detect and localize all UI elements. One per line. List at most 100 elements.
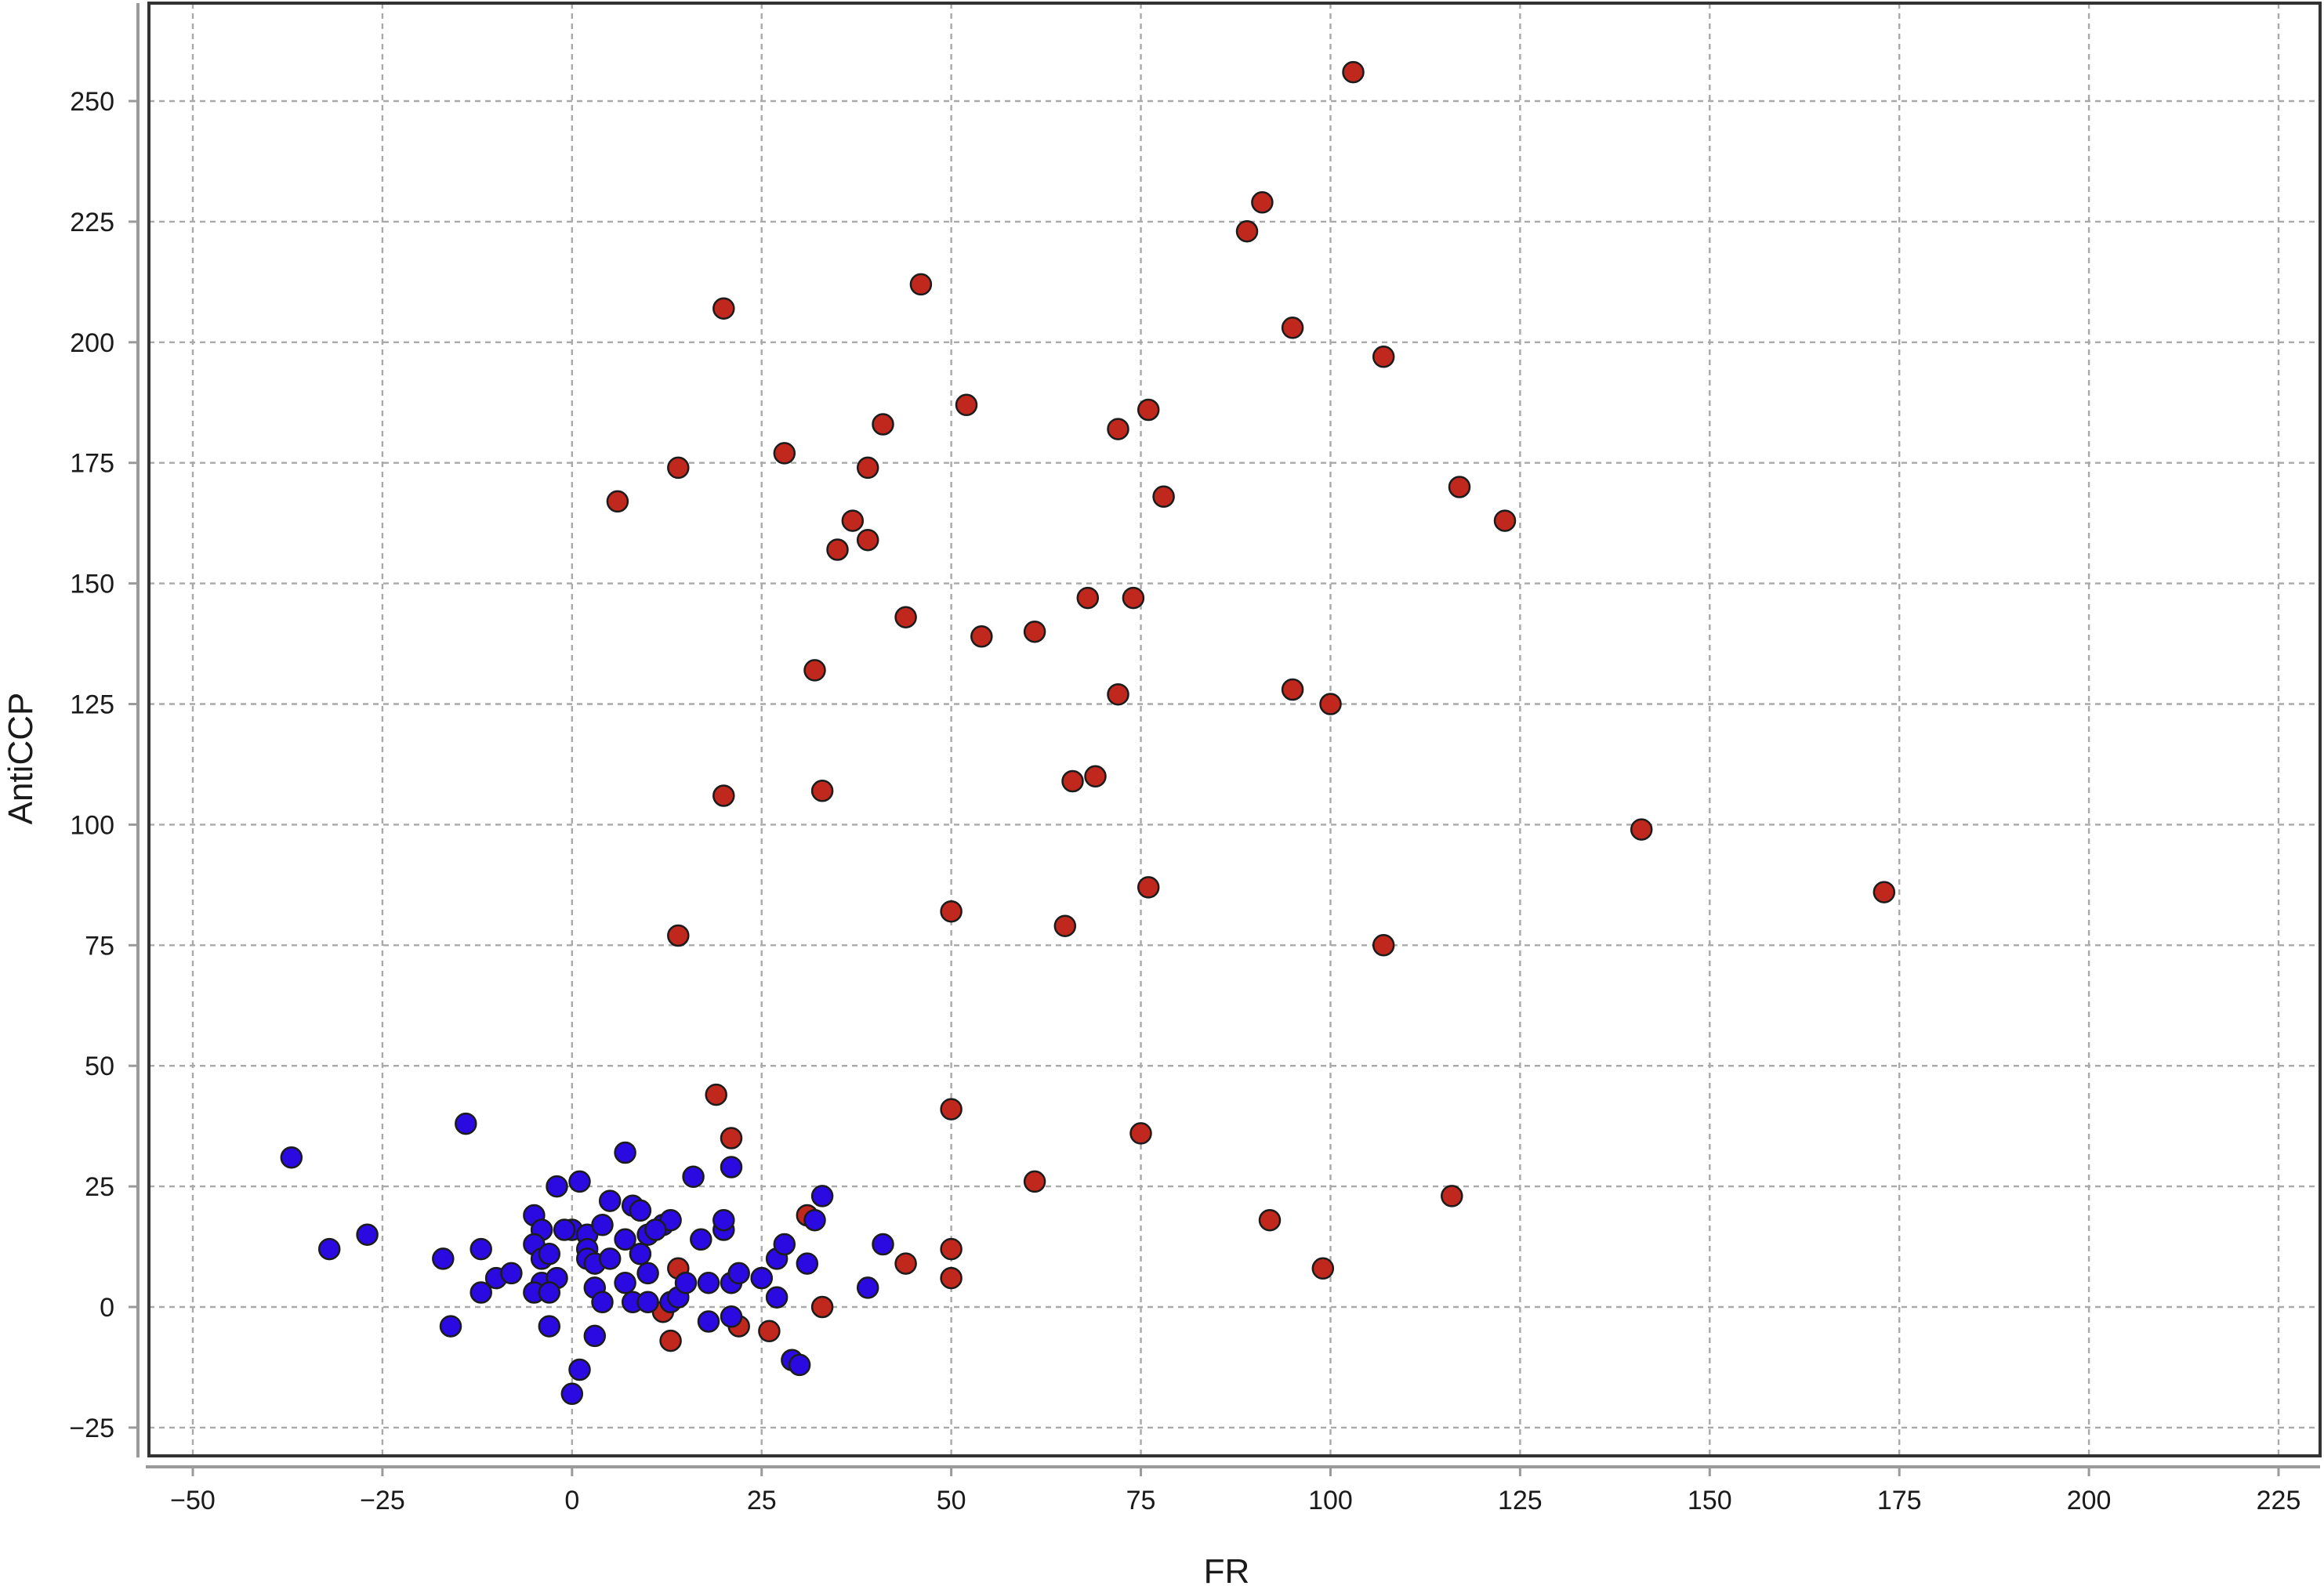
data-point: [765, 1286, 789, 1309]
data-point: [940, 1237, 963, 1261]
y-tick-label: 50: [85, 1052, 114, 1081]
y-tick-label: 125: [70, 690, 114, 720]
data-point: [356, 1223, 379, 1246]
data-point: [872, 1233, 894, 1256]
data-point: [568, 1170, 591, 1193]
data-point: [1258, 1208, 1282, 1232]
data-point: [810, 780, 834, 802]
series-0: [606, 60, 1896, 1352]
data-point: [674, 1271, 698, 1294]
data-point: [705, 1083, 727, 1106]
data-point: [1107, 418, 1129, 440]
x-axis-ticks: −50 −25 0 25 50 75 100 125 150 175 200 225: [170, 1467, 2300, 1515]
data-point: [720, 1127, 743, 1149]
data-point: [667, 456, 690, 480]
data-point: [1372, 346, 1395, 368]
data-point: [1023, 1170, 1046, 1193]
data-point: [636, 1262, 659, 1285]
data-point: [1076, 586, 1100, 610]
data-point: [439, 1315, 462, 1338]
data-point: [750, 1266, 773, 1290]
data-point: [568, 1358, 591, 1381]
data-point: [1053, 914, 1077, 937]
data-point: [470, 1281, 492, 1304]
y-tick-label: 175: [70, 449, 114, 479]
data-point: [1281, 678, 1304, 701]
data-point: [727, 1262, 750, 1285]
x-tick-label: 75: [1126, 1486, 1156, 1515]
data-point: [940, 1266, 963, 1290]
data-point: [720, 1156, 743, 1178]
grid-lines: [149, 3, 2320, 1456]
data-point: [1129, 1122, 1152, 1145]
data-point: [1311, 1257, 1335, 1280]
data-point: [1281, 317, 1304, 339]
data-point: [606, 490, 629, 513]
data-point: [1023, 620, 1046, 643]
x-tick-label: 100: [1308, 1486, 1353, 1515]
data-point: [500, 1262, 523, 1285]
data-point: [455, 1112, 477, 1135]
data-point: [773, 442, 796, 465]
data-point: [697, 1310, 720, 1333]
data-point: [629, 1243, 652, 1265]
y-tick-label: 225: [70, 208, 114, 237]
x-tick-label: 225: [2257, 1486, 2301, 1515]
data-point: [659, 1329, 682, 1352]
y-tick-label: 75: [85, 931, 114, 961]
data-point: [317, 1237, 341, 1261]
data-point: [432, 1247, 455, 1270]
data-point: [614, 1141, 636, 1164]
y-tick-label: 150: [70, 570, 114, 599]
x-tick-label: 0: [564, 1486, 579, 1515]
data-point: [598, 1189, 622, 1212]
data-point: [553, 1218, 576, 1241]
data-point: [560, 1382, 584, 1406]
data-point: [538, 1281, 561, 1304]
data-point: [872, 413, 894, 436]
data-point: [280, 1146, 303, 1169]
plot-frame: [147, 2, 2322, 1457]
data-point: [470, 1237, 492, 1261]
y-tick-label: 25: [85, 1172, 114, 1202]
data-point: [955, 393, 978, 417]
x-tick-label: 125: [1498, 1486, 1543, 1515]
data-point: [810, 1295, 834, 1319]
series-1: [280, 1112, 894, 1406]
x-tick-label: −50: [170, 1486, 216, 1515]
data-point: [970, 625, 993, 648]
data-point: [697, 1271, 720, 1294]
y-tick-label: 0: [100, 1293, 114, 1323]
data-point: [803, 659, 826, 682]
data-point: [826, 538, 849, 561]
data-point: [720, 1305, 743, 1328]
data-point: [583, 1324, 607, 1348]
data-point: [636, 1291, 659, 1314]
y-tick-label: 100: [70, 810, 114, 840]
data-point: [1235, 219, 1259, 243]
data-point: [940, 1098, 963, 1121]
data-point: [1493, 509, 1517, 532]
data-point: [546, 1175, 568, 1198]
data-point: [538, 1315, 561, 1338]
data-point: [841, 509, 865, 532]
data-point: [796, 1252, 819, 1275]
data-point: [712, 297, 735, 320]
data-point: [538, 1243, 561, 1265]
x-tick-label: 50: [937, 1486, 966, 1515]
data-point: [1061, 769, 1084, 793]
data-point: [788, 1353, 811, 1377]
data-point: [667, 924, 690, 947]
data-point: [614, 1271, 636, 1294]
data-point: [856, 528, 879, 552]
data-point: [758, 1320, 781, 1343]
data-points: [280, 60, 1896, 1406]
y-axis-ticks: −25 0 25 50 75 100 125 150 175 200 225 250: [69, 87, 138, 1443]
data-point: [614, 1228, 636, 1251]
data-point: [909, 273, 933, 296]
x-axis-label: FR: [1204, 1552, 1250, 1591]
data-point: [712, 784, 735, 807]
x-tick-label: 25: [747, 1486, 777, 1515]
data-point: [1372, 934, 1395, 957]
